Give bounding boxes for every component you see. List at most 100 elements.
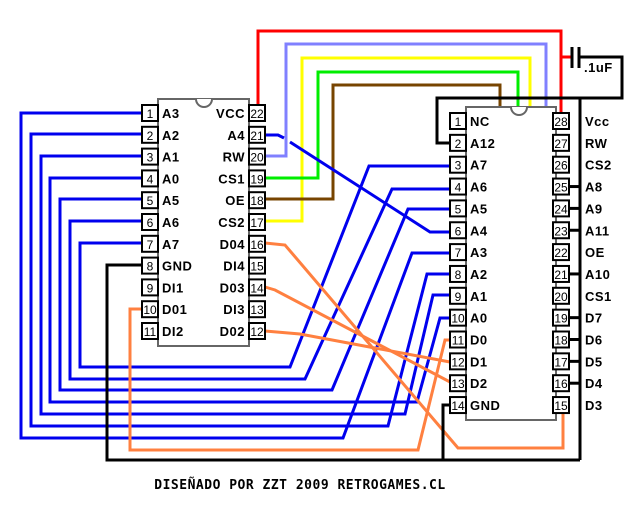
pin-3 xyxy=(141,147,159,166)
pin-number: 13 xyxy=(250,303,264,317)
pin-3 xyxy=(449,155,467,174)
pin-label: CS2 xyxy=(218,215,245,230)
pin-23 xyxy=(552,221,570,240)
wire-a2 xyxy=(29,132,450,428)
chip-notch xyxy=(510,106,528,116)
pin-1 xyxy=(449,112,467,130)
pin-number: 18 xyxy=(554,334,568,348)
pin-7 xyxy=(449,243,467,262)
bus-signal-label: OE xyxy=(585,245,605,260)
pin-number: 14 xyxy=(451,399,465,413)
pin-20 xyxy=(248,147,266,166)
footer-credit: DISEÑADO POR ZZT 2009 RETROGAMES.CL xyxy=(154,477,445,493)
wire-capacitor-ground xyxy=(580,55,624,100)
pin-2 xyxy=(141,125,159,144)
bus-signal-label: D3 xyxy=(585,398,603,413)
pin-label: A3 xyxy=(162,106,180,121)
bus-signal-label: CS2 xyxy=(585,158,612,173)
pin-number: 8 xyxy=(455,268,462,282)
pin-number: 15 xyxy=(554,399,568,413)
wire-a7 xyxy=(78,164,450,369)
pin-label: DI4 xyxy=(223,259,245,274)
pin-number: 23 xyxy=(554,224,568,238)
chip-body xyxy=(465,106,557,421)
pin-number: 3 xyxy=(455,159,462,173)
pin-label: NC xyxy=(470,114,490,129)
pin-label: DI1 xyxy=(162,280,184,295)
pin-5 xyxy=(141,191,159,210)
pin-number: 15 xyxy=(250,260,264,274)
pin-10 xyxy=(449,308,467,327)
pin-15 xyxy=(248,256,266,275)
pin-label: DI3 xyxy=(223,302,245,317)
wire-gnd-chip2 xyxy=(441,403,450,460)
pin-label: A6 xyxy=(470,180,488,195)
chip-sram-28pin: 1 NC 2 A12 3 A7 4 A6 5 A5 6 A4 7 A3 8 A2 9 A1 10 A0 11 D0 12 D1… xyxy=(449,106,612,421)
chip-sram-22pin: 1 A3 2 A2 3 A1 4 A0 5 A5 6 A6 7 A7 8 GND 9 DI1 10 D01 11 DI2 2… xyxy=(141,98,266,347)
pin-1 xyxy=(141,104,159,122)
bus-signal-label: D5 xyxy=(585,354,603,369)
pin-number: 17 xyxy=(554,355,568,369)
pin-label: A1 xyxy=(162,150,180,165)
pin-number: 6 xyxy=(147,216,154,230)
pin-6 xyxy=(449,221,467,240)
pin-label: A12 xyxy=(470,136,495,151)
pin-number: 11 xyxy=(144,325,157,339)
bus-signal-label: D4 xyxy=(585,376,603,391)
pin-label: D0 xyxy=(470,333,488,348)
pin-20 xyxy=(552,286,570,305)
capacitor-label: .1uF xyxy=(584,60,613,75)
pin-number: 20 xyxy=(250,151,264,165)
pin-6 xyxy=(141,213,159,231)
pin-number: 3 xyxy=(147,151,154,165)
pin-8 xyxy=(449,264,467,283)
wire-d2 xyxy=(264,285,451,384)
pin-number: 19 xyxy=(554,312,568,326)
pin-16 xyxy=(248,234,266,253)
bus-signal-label: D7 xyxy=(585,311,603,326)
pin-number: 12 xyxy=(250,325,264,339)
wire-a1 xyxy=(39,154,450,416)
pin-number: 1 xyxy=(147,107,154,121)
pin-number: 27 xyxy=(554,137,568,151)
pin-number: 2 xyxy=(147,129,154,143)
wire-a6 xyxy=(68,187,450,381)
pin-12 xyxy=(449,352,467,371)
pin-2 xyxy=(449,133,467,152)
pin-label: A3 xyxy=(470,245,488,260)
pin-label: A2 xyxy=(162,128,180,143)
bus-signal-label: A9 xyxy=(585,201,603,216)
pin-label: D2 xyxy=(470,376,488,391)
pin-number: 25 xyxy=(554,181,568,195)
pin-4 xyxy=(141,169,159,188)
pin-number: 7 xyxy=(455,246,462,260)
pin-number: 22 xyxy=(554,246,568,260)
pin-number: 21 xyxy=(554,268,568,282)
pin-number: 13 xyxy=(451,377,465,391)
pin-label: A2 xyxy=(470,267,488,282)
chip-notch xyxy=(195,98,213,108)
pin-number: 28 xyxy=(554,115,568,129)
pin-number: 10 xyxy=(451,312,465,326)
pin-number: 14 xyxy=(250,281,264,295)
pin-21 xyxy=(552,264,570,283)
wire-d3 xyxy=(264,241,565,450)
bus-signal-label: A10 xyxy=(585,267,610,282)
pin-label: D01 xyxy=(162,302,187,317)
pin-14 xyxy=(449,396,467,415)
wire-gnd xyxy=(105,263,580,462)
pin-label: A4 xyxy=(227,128,245,143)
pin-label: A7 xyxy=(470,158,488,173)
wire-a5 xyxy=(58,197,450,392)
capacitor: .1uF xyxy=(570,47,613,75)
pin-number: 24 xyxy=(554,202,568,216)
pin-label: GND xyxy=(470,398,500,413)
pin-number: 4 xyxy=(455,181,462,195)
bus-signal-label: A11 xyxy=(585,223,610,238)
bus-signal-label: A8 xyxy=(585,180,603,195)
wire-a12-vcc xyxy=(435,96,580,145)
pin-label: D02 xyxy=(220,324,245,339)
pin-25 xyxy=(552,177,570,196)
pin-label: D1 xyxy=(470,354,488,369)
